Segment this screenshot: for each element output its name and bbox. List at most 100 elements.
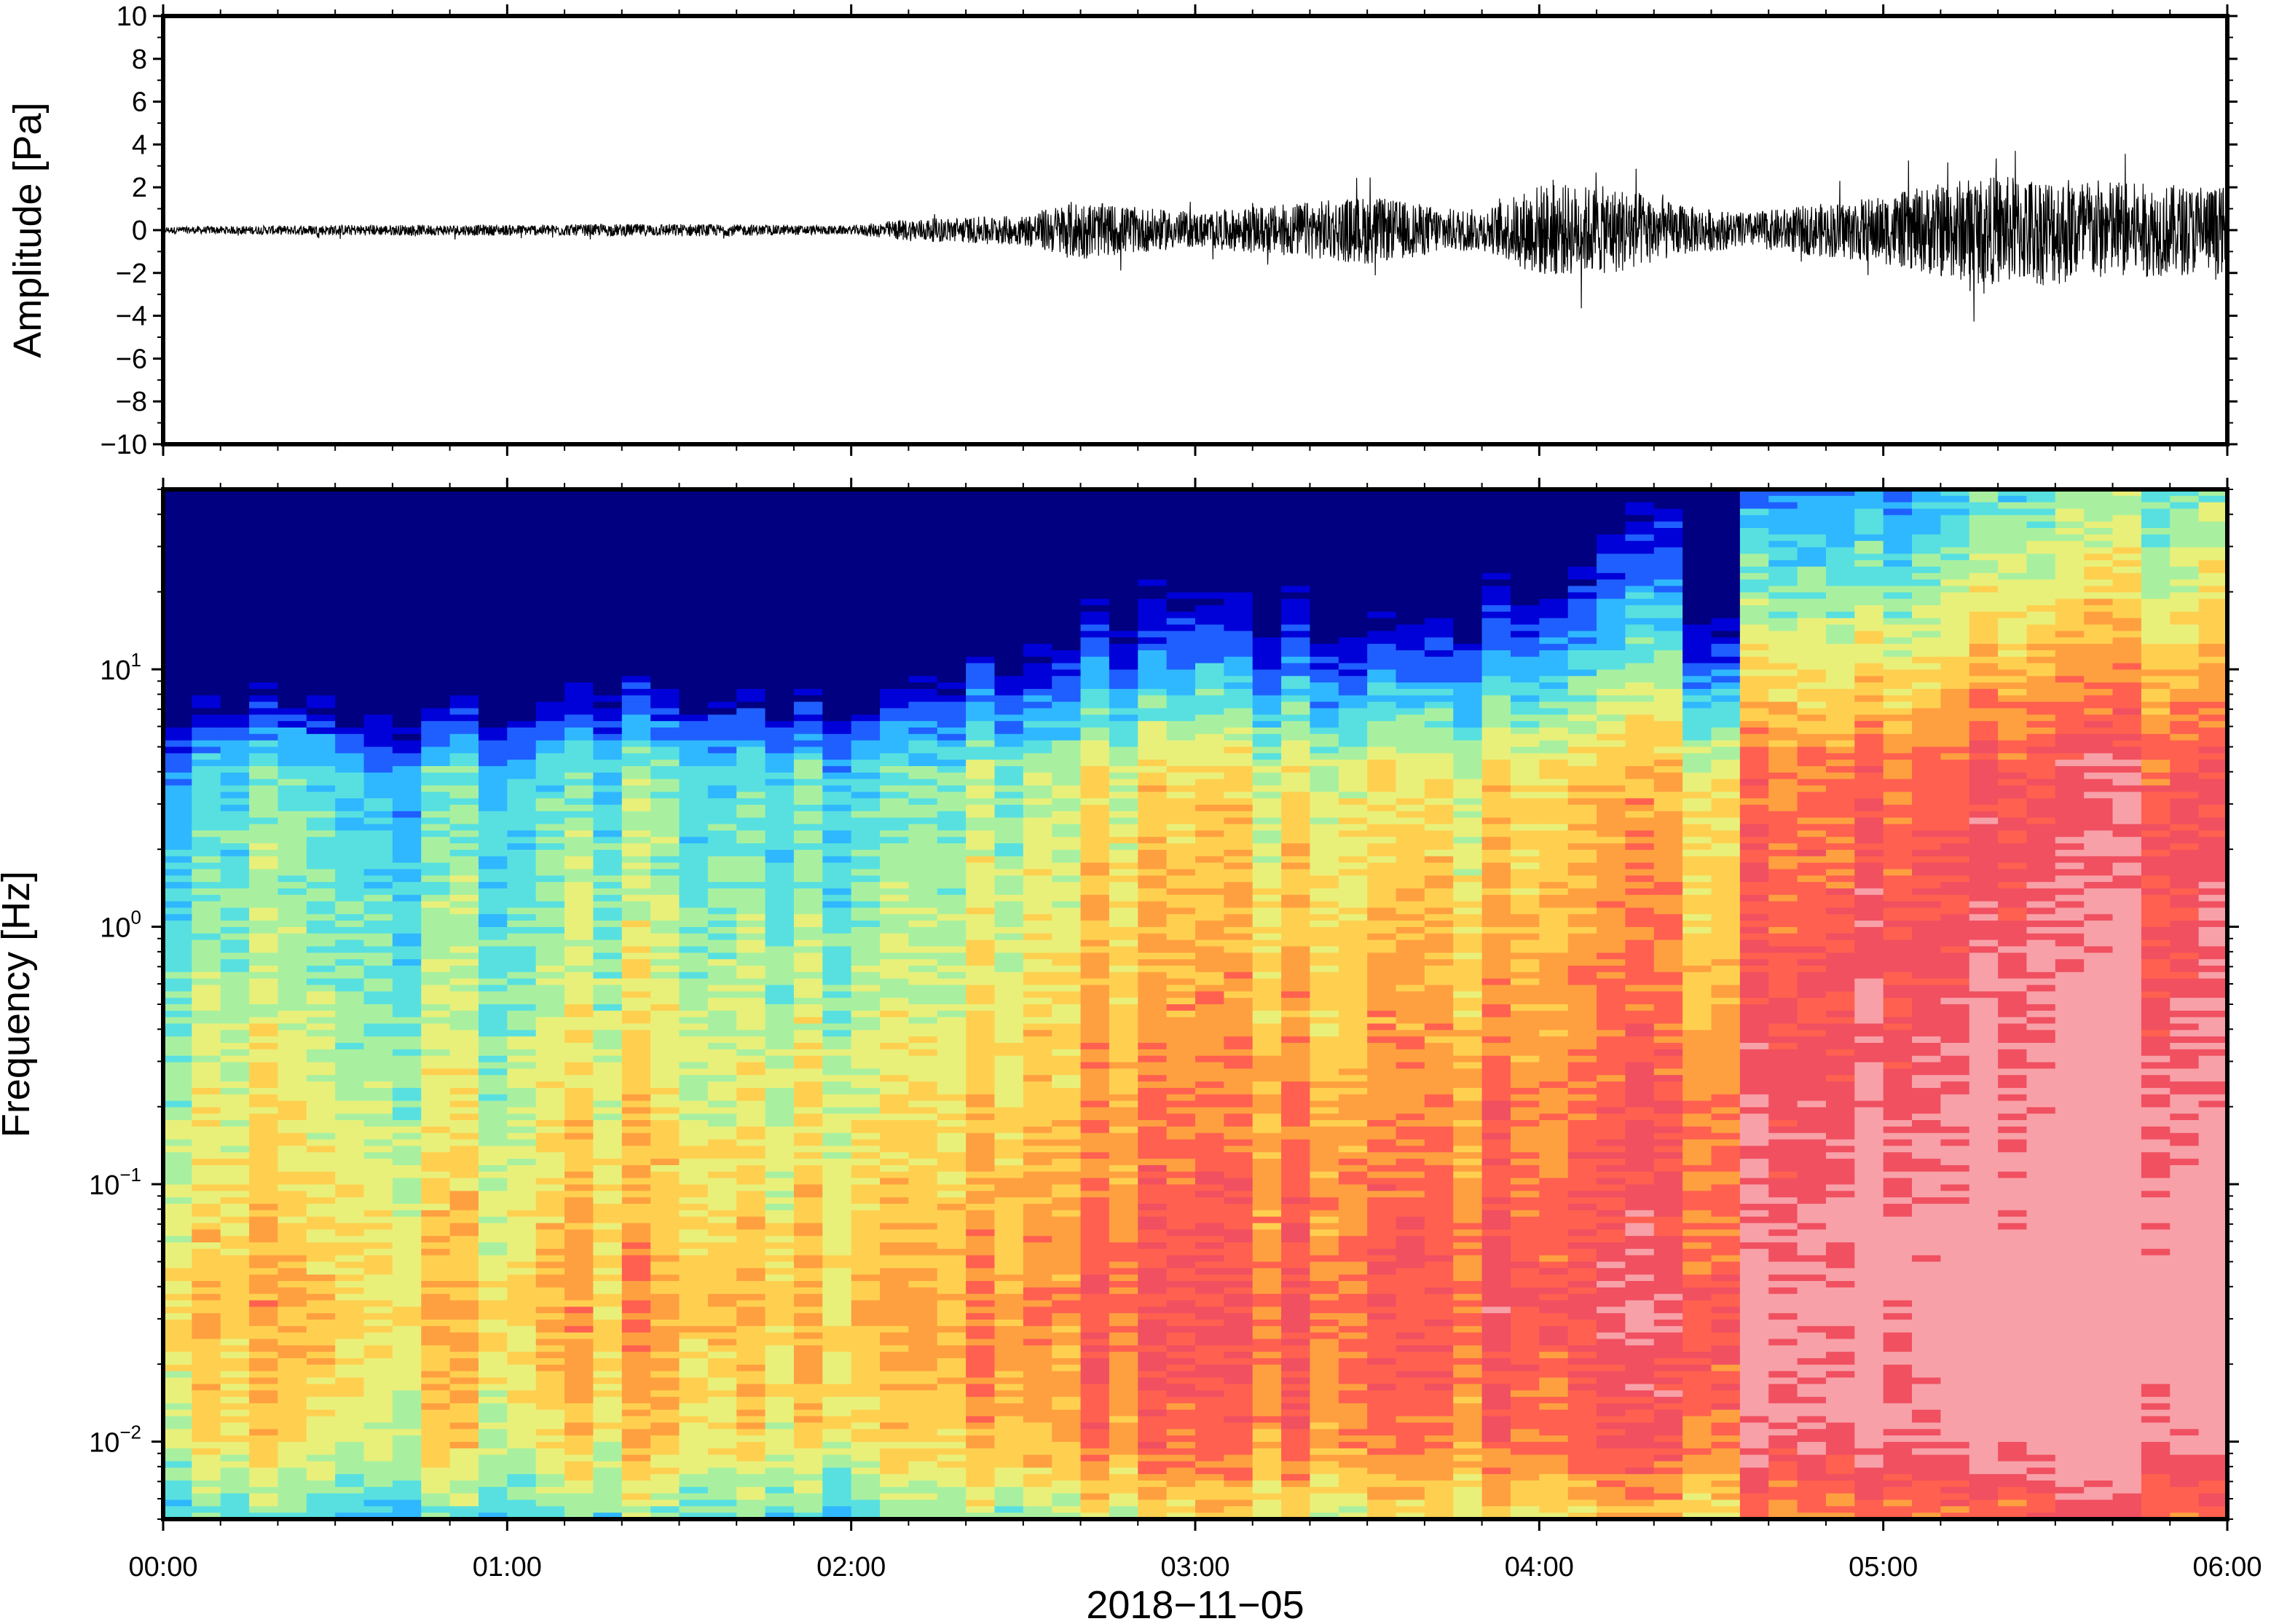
spectrogram-cell: [392, 933, 422, 941]
spectrogram-cell: [593, 1261, 623, 1269]
spectrogram-cell: [707, 753, 737, 760]
spectrogram-cell: [736, 656, 766, 664]
spectrogram-cell: [650, 1274, 680, 1282]
spectrogram-cell: [765, 837, 795, 844]
spectrogram-cell: [421, 1467, 451, 1475]
spectrogram-cell: [564, 1229, 594, 1237]
spectrogram-cell: [421, 1107, 451, 1114]
spectrogram-cell: [851, 579, 881, 587]
spectrogram-cell: [421, 959, 451, 966]
spectrogram-cell: [335, 998, 365, 1005]
spectrogram-cell: [736, 644, 766, 651]
spectrogram-cell: [163, 760, 192, 767]
spectrogram-cell: [564, 1004, 594, 1012]
spectrogram-cell: [392, 1320, 422, 1327]
spectrogram-cell: [449, 1113, 479, 1121]
spectrogram-cell: [564, 746, 594, 754]
spectrogram-cell: [707, 933, 737, 941]
spectrogram-cell: [363, 1371, 393, 1379]
spectrogram-cell: [822, 1248, 852, 1256]
spectrogram-cell: [564, 1416, 594, 1424]
spectrogram-cell: [880, 1171, 909, 1179]
spectrogram-cell: [220, 1499, 250, 1507]
spectrogram-cell: [1023, 753, 1052, 760]
spectrogram-cell: [707, 1242, 737, 1250]
spectrogram-cell: [679, 830, 709, 837]
spectrogram-cell: [966, 1422, 996, 1430]
spectrogram-cell: [994, 1010, 1024, 1018]
spectrogram-cell: [822, 760, 852, 767]
spectrogram-cell: [908, 1268, 938, 1275]
spectrogram-cell: [793, 1486, 823, 1494]
spectrogram-cell: [220, 894, 250, 902]
spectrogram-cell: [707, 560, 737, 567]
spectrogram-cell: [507, 811, 537, 819]
spectrogram-cell: [249, 586, 279, 593]
spectrogram-cell: [220, 875, 250, 883]
spectrogram-cell: [421, 1223, 451, 1230]
spectrogram-cell: [192, 1416, 221, 1424]
spectrogram-cell: [249, 965, 279, 973]
spectrogram-cell: [249, 1062, 279, 1069]
spectrogram-cell: [278, 1229, 307, 1237]
spectrogram-cell: [392, 714, 422, 722]
spectrogram-cell: [994, 965, 1024, 973]
spectrogram-cell: [1023, 650, 1052, 658]
spectrogram-cell: [363, 1403, 393, 1411]
waveform-y-tick-label: −6: [116, 344, 147, 374]
spectrogram-cell: [220, 1159, 250, 1166]
spectrogram-cell: [621, 1178, 651, 1186]
spectrogram-cell: [621, 1242, 651, 1250]
spectrogram-cell: [564, 1146, 594, 1153]
spectrogram-cell: [908, 1036, 938, 1044]
spectrogram-cell: [765, 1068, 795, 1076]
spectrogram-cell: [793, 1345, 823, 1352]
spectrogram-cell: [880, 991, 909, 998]
spectrogram-cell: [966, 1313, 996, 1320]
spectrogram-cell: [478, 1049, 508, 1057]
spectrogram-cell: [421, 1062, 451, 1069]
spectrogram-cell: [278, 1107, 307, 1114]
spectrogram-cell: [593, 946, 623, 953]
spectrogram-cell: [621, 1055, 651, 1063]
spectrogram-cell: [392, 1403, 422, 1411]
spectrogram-cell: [621, 1075, 651, 1082]
spectrogram-cell: [937, 933, 967, 941]
spectrogram-cell: [765, 1023, 795, 1030]
spectrogram-cell: [679, 1293, 709, 1301]
spectrogram-cell: [1023, 779, 1052, 787]
spectrogram-cell: [220, 837, 250, 844]
spectrogram-cell: [765, 1320, 795, 1327]
spectrogram-cell: [765, 921, 795, 928]
spectrogram-cell: [994, 1332, 1024, 1340]
spectrogram-cell: [478, 508, 508, 516]
spectrogram-cell: [908, 1100, 938, 1108]
spectrogram-cell: [478, 1454, 508, 1462]
spectrogram-cell: [363, 618, 393, 626]
spectrogram-cell: [650, 1325, 680, 1333]
spectrogram-cell: [736, 1152, 766, 1159]
spectrogram-cell: [392, 1474, 422, 1481]
spectrogram-cell: [449, 656, 479, 664]
spectrogram-cell: [765, 1358, 795, 1365]
spectrogram-cell: [851, 1113, 881, 1121]
spectrogram-cell: [621, 508, 651, 516]
spectrogram-cell: [363, 1004, 393, 1012]
spectrogram-cell: [507, 650, 537, 658]
spectrogram-cell: [220, 817, 250, 825]
spectrogram-cell: [937, 560, 967, 567]
spectrogram-cell: [306, 714, 336, 722]
spectrogram-cell: [937, 1030, 967, 1037]
spectrogram-cell: [421, 1403, 451, 1411]
spectrogram-cell: [937, 1397, 967, 1404]
spectrogram-cell: [363, 515, 393, 522]
spectrogram-cell: [392, 586, 422, 593]
spectrogram-cell: [822, 1390, 852, 1398]
spectrogram-cell: [650, 817, 680, 825]
spectrogram-cell: [163, 1203, 192, 1211]
spectrogram-cell: [736, 515, 766, 522]
spectrogram-cell: [220, 1332, 250, 1340]
spectrogram-cell: [880, 701, 909, 709]
spectrogram-cell: [736, 1268, 766, 1275]
spectrogram-cell: [421, 1499, 451, 1507]
